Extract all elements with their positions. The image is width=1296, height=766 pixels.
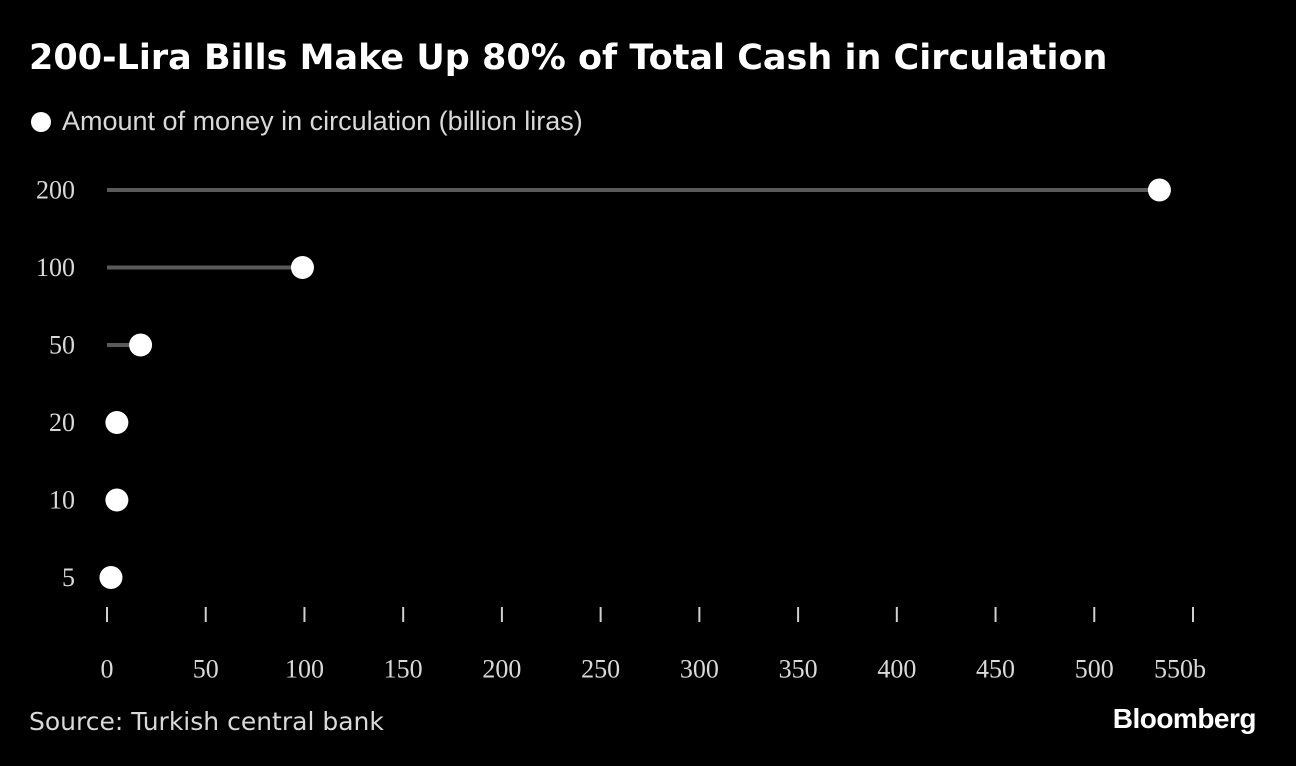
x-axis-tick-label: 400 <box>877 655 916 684</box>
category-label: 200 <box>36 176 75 205</box>
chart-title: 200-Lira Bills Make Up 80% of Total Cash… <box>29 38 1108 78</box>
lollipop-marker <box>105 411 129 434</box>
legend-marker <box>31 111 51 132</box>
x-axis-tick-label: 250 <box>581 655 620 684</box>
legend: Amount of money in circulation (billion … <box>31 106 583 137</box>
x-axis-tick-label: 450 <box>976 655 1015 684</box>
x-axis-tick-label: 350 <box>779 655 818 684</box>
lollipop-marker <box>290 256 314 279</box>
x-axis-tick-label: 150 <box>384 655 423 684</box>
category-label: 10 <box>49 486 75 515</box>
bloomberg-logo: Bloomberg <box>1112 703 1257 734</box>
x-axis-tick-label: 500 <box>1075 655 1114 684</box>
category-label: 5 <box>62 563 75 592</box>
x-axis-tick-label: 100 <box>285 655 324 684</box>
legend-label: Amount of money in circulation (billion … <box>62 106 583 136</box>
x-axis-tick-label: 550b <box>1154 655 1206 684</box>
x-axis-tick-label: 50 <box>193 655 219 684</box>
category-label: 50 <box>49 331 75 360</box>
lollipop-marker <box>105 488 129 512</box>
lollipop-marker <box>99 566 123 589</box>
x-axis-tick-label: 0 <box>101 655 114 684</box>
source-note: Source: Turkish central bank <box>29 707 384 736</box>
x-axis-tick-label: 200 <box>482 655 521 684</box>
lollipop-marker <box>1147 178 1171 202</box>
category-label: 20 <box>49 408 75 437</box>
category-label: 100 <box>36 253 75 282</box>
lollipop-marker <box>129 333 153 357</box>
x-axis-tick-label: 300 <box>680 655 719 684</box>
